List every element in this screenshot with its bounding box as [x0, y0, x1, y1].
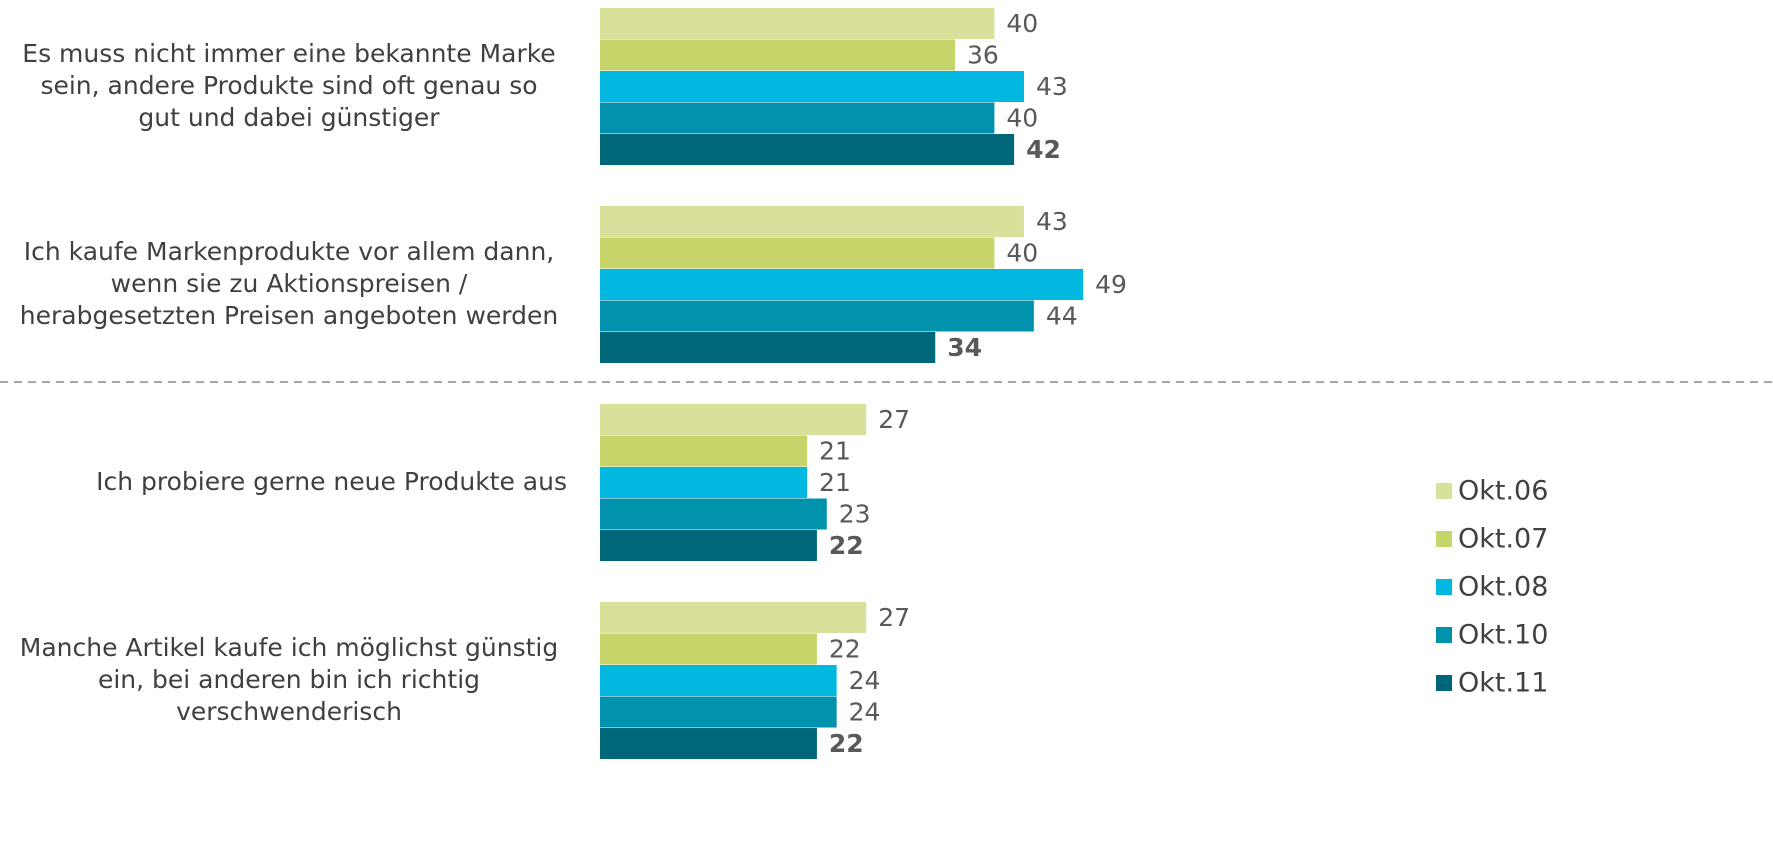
bar: [600, 467, 808, 498]
value-label: 21: [819, 468, 851, 497]
bar: [600, 435, 808, 467]
bar: [600, 530, 817, 561]
bar: [600, 404, 867, 435]
value-label: 24: [849, 697, 881, 726]
category-label: Manche Artikel kaufe ich möglichst günst…: [20, 633, 558, 662]
value-label: 43: [1036, 207, 1068, 236]
value-label: 27: [878, 603, 910, 632]
value-label: 21: [819, 436, 851, 465]
category-label: herabgesetzten Preisen angeboten werden: [20, 301, 558, 330]
category-label: gut und dabei günstiger: [138, 103, 440, 132]
value-label: 42: [1026, 135, 1061, 164]
bar: [600, 237, 995, 269]
value-label: 40: [1006, 9, 1038, 38]
bar: [600, 633, 817, 665]
bar: [600, 728, 817, 759]
legend-swatch: [1436, 675, 1452, 691]
legend-swatch: [1436, 579, 1452, 595]
value-label: 49: [1095, 270, 1127, 299]
legend-swatch: [1436, 531, 1452, 547]
bar: [600, 8, 995, 39]
category-label: Es muss nicht immer eine bekannte Marke: [22, 39, 555, 68]
legend-label: Okt.11: [1458, 668, 1548, 699]
value-label: 34: [947, 333, 982, 362]
category-label: ein, bei anderen bin ich richtig: [98, 665, 480, 694]
value-label: 22: [829, 634, 861, 663]
bar: [600, 696, 837, 728]
bar: [600, 602, 867, 633]
category-label: verschwenderisch: [176, 697, 402, 726]
value-label: 22: [829, 531, 864, 560]
value-label: 23: [839, 499, 871, 528]
bar: [600, 206, 1024, 237]
category-label: Ich probiere gerne neue Produkte aus: [96, 467, 567, 496]
bar: [600, 332, 936, 363]
value-label: 22: [829, 729, 864, 758]
legend-label: Okt.07: [1458, 524, 1548, 555]
bar: [600, 665, 837, 696]
category-label: wenn sie zu Aktionspreisen /: [111, 269, 468, 298]
bar: [600, 102, 995, 134]
category-label: Ich kaufe Markenprodukte vor allem dann,: [24, 237, 554, 266]
bar: [600, 134, 1015, 165]
value-label: 40: [1006, 103, 1038, 132]
bar: [600, 269, 1084, 300]
legend-label: Okt.06: [1458, 476, 1548, 507]
legend-swatch: [1436, 483, 1452, 499]
value-label: 43: [1036, 72, 1068, 101]
legend-swatch: [1436, 627, 1452, 643]
legend-label: Okt.10: [1458, 620, 1548, 651]
value-label: 24: [849, 666, 881, 695]
bar: [600, 300, 1034, 332]
value-label: 27: [878, 405, 910, 434]
value-label: 36: [967, 40, 999, 69]
legend-label: Okt.08: [1458, 572, 1548, 603]
value-label: 40: [1006, 238, 1038, 267]
bar: [600, 498, 827, 530]
category-label: sein, andere Produkte sind oft genau so: [40, 71, 537, 100]
value-label: 44: [1046, 301, 1078, 330]
bar: [600, 71, 1024, 102]
bar: [600, 39, 955, 71]
